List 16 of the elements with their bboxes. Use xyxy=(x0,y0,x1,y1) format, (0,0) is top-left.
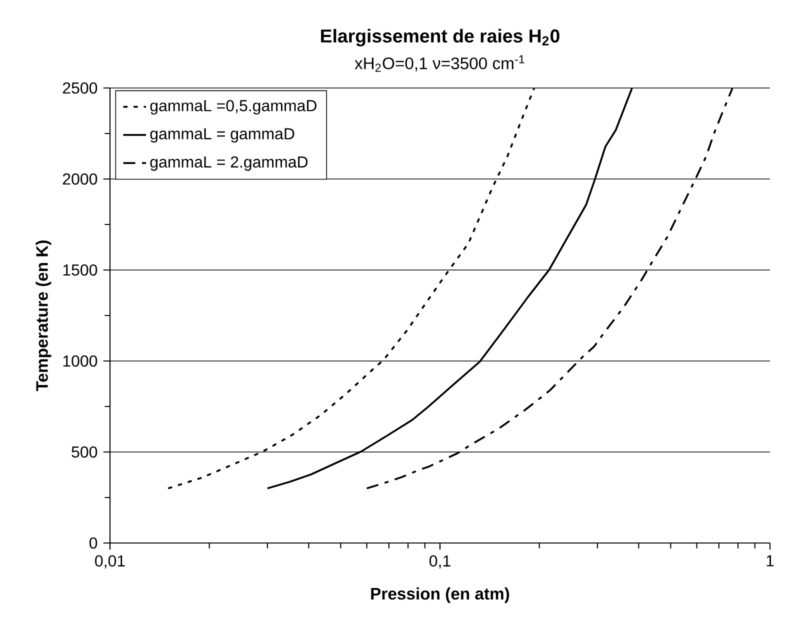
chart-subtitle: xH$_{2}$O=0,1 ν=3500 cm$^{-1}$ xyxy=(354,55,524,72)
legend-label: gammaL = gammaD xyxy=(150,128,294,143)
x-tick-label: 0,01 xyxy=(95,555,125,568)
y-tick-label: 1500 xyxy=(63,264,98,276)
y-tick-label: 500 xyxy=(72,446,98,458)
chart-title: Elargissement de raies H$_{2}$0 xyxy=(321,28,560,46)
y-tick-label: 0 xyxy=(89,537,98,549)
legend-label: gammaL =0,5.gammaD xyxy=(150,100,316,115)
x-tick-label: 1 xyxy=(766,555,774,566)
y-axis-title: Temperature (en K) xyxy=(36,240,52,392)
y-tick-label: 2500 xyxy=(62,82,98,94)
y-tick-label: 2000 xyxy=(62,173,98,185)
legend-label: gammaL = 2.gammaD xyxy=(150,156,308,171)
y-tick-label: 1000 xyxy=(63,355,98,367)
x-axis-title: Pression (en atm) xyxy=(371,587,510,603)
x-tick-label: 0,1 xyxy=(430,555,450,568)
